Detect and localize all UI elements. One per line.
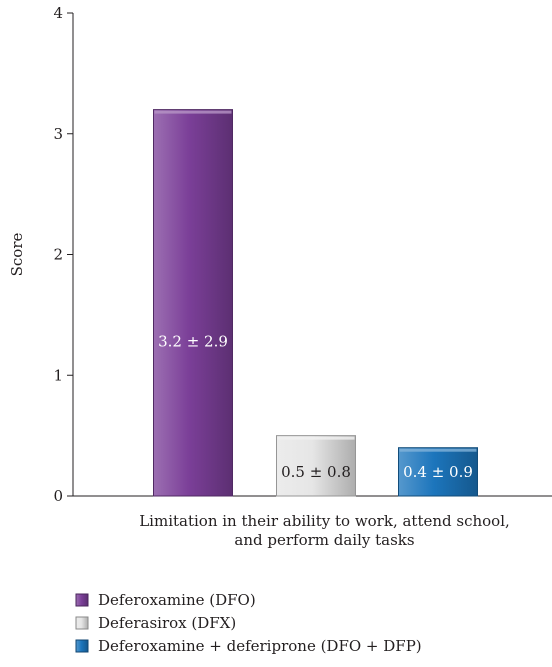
bar: [153, 109, 233, 497]
bar-bevel: [277, 436, 355, 440]
bar-value-label: 0.5 ± 0.8: [281, 463, 351, 481]
bar-value-label: 0.4 ± 0.9: [403, 463, 473, 481]
y-tick-label: 0: [53, 487, 63, 505]
x-axis-label-line: Limitation in their ability to work, att…: [139, 512, 510, 530]
legend-label: Deferoxamine (DFO): [98, 591, 256, 609]
x-axis-label-line: and perform daily tasks: [234, 531, 414, 549]
y-tick-label: 2: [53, 246, 63, 264]
legend-label: Deferasirox (DFX): [98, 614, 236, 632]
legend-label: Deferoxamine + deferiprone (DFO + DFP): [98, 637, 422, 655]
bar-bevel: [399, 448, 477, 452]
y-axis-title: Score: [8, 233, 26, 277]
bar: [276, 435, 356, 497]
bar: [398, 447, 478, 497]
legend-swatch: [75, 616, 89, 630]
y-tick-label: 1: [53, 366, 63, 384]
bar-value-label: 3.2 ± 2.9: [158, 332, 228, 350]
bar-bevel: [154, 110, 232, 114]
legend-swatch: [75, 639, 89, 653]
legend-swatch: [75, 593, 89, 607]
y-tick-label: 4: [53, 4, 63, 22]
y-tick-label: 3: [53, 125, 63, 143]
